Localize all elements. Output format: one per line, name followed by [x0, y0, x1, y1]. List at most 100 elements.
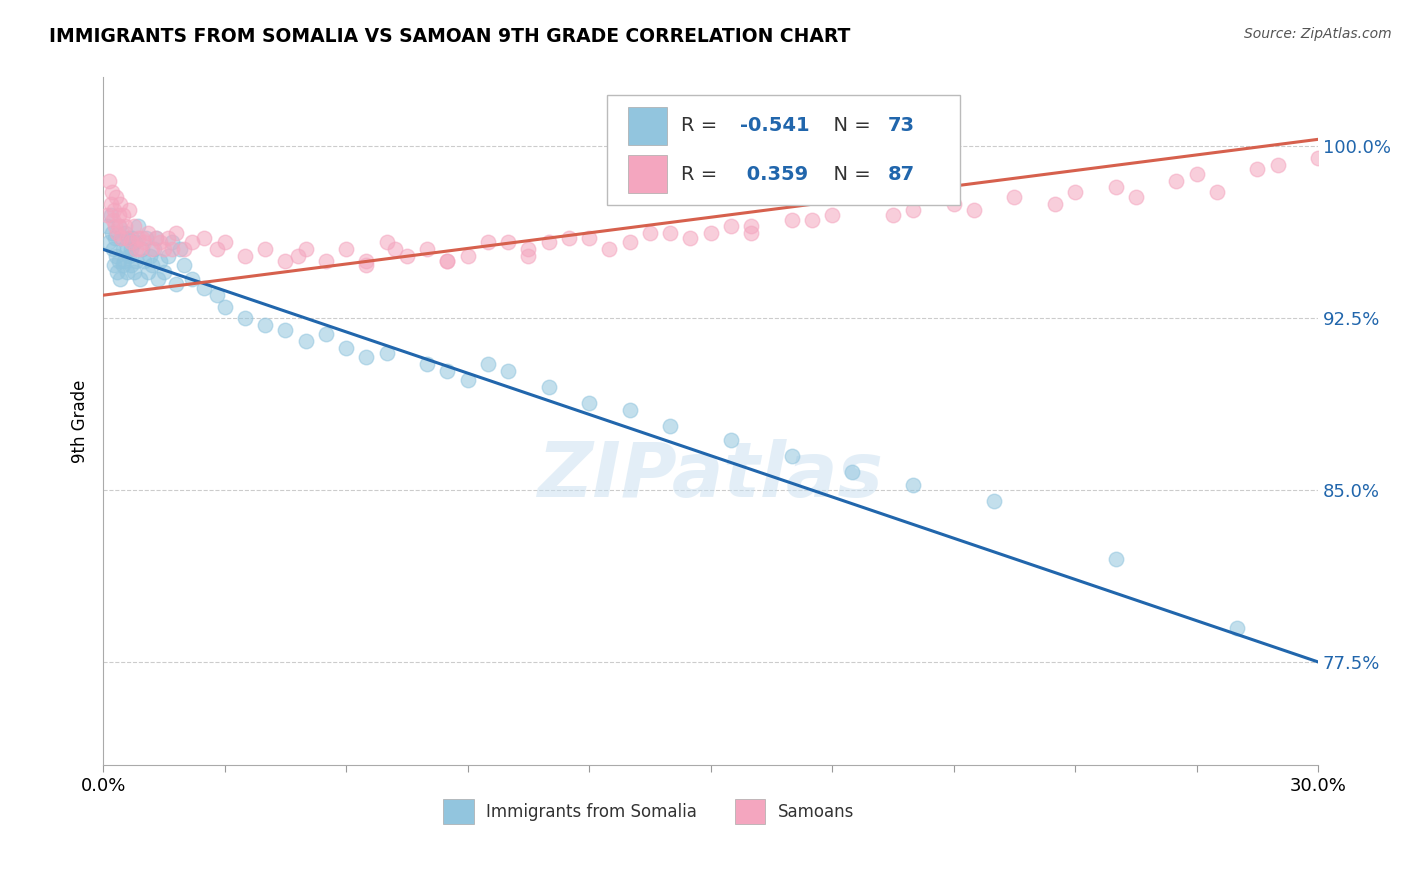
Text: Source: ZipAtlas.com: Source: ZipAtlas.com: [1244, 27, 1392, 41]
Point: [800, 212, 823, 227]
Point: [181, 272, 204, 286]
Point: [101, 185, 124, 199]
Point: [165, 227, 187, 241]
Point: [1185, 167, 1208, 181]
Point: [173, 259, 195, 273]
Text: 87: 87: [889, 164, 915, 184]
Point: [105, 249, 128, 263]
Point: [274, 253, 297, 268]
Y-axis label: 9th Grade: 9th Grade: [72, 380, 89, 463]
Point: [983, 494, 1005, 508]
Point: [457, 249, 479, 263]
Point: [108, 196, 131, 211]
Point: [105, 227, 128, 241]
Point: [841, 465, 863, 479]
Point: [107, 208, 129, 222]
Point: [108, 253, 131, 268]
Point: [537, 235, 560, 250]
Point: [101, 227, 124, 241]
Point: [384, 243, 406, 257]
Point: [124, 243, 146, 257]
Bar: [443, 799, 474, 823]
Point: [141, 243, 163, 257]
Point: [233, 311, 256, 326]
Point: [942, 196, 965, 211]
Point: [287, 249, 309, 263]
Text: R =: R =: [682, 117, 724, 136]
Point: [1125, 189, 1147, 203]
Point: [517, 249, 540, 263]
Point: [274, 322, 297, 336]
Point: [127, 231, 149, 245]
Text: 73: 73: [889, 117, 915, 136]
Point: [153, 243, 176, 257]
Point: [103, 203, 125, 218]
Point: [145, 231, 167, 245]
Point: [315, 327, 337, 342]
Point: [214, 300, 236, 314]
Point: [124, 253, 146, 268]
Point: [105, 265, 128, 279]
Point: [104, 231, 127, 245]
Point: [436, 253, 458, 268]
Point: [205, 243, 228, 257]
Point: [156, 249, 179, 263]
Point: [1166, 173, 1188, 187]
Point: [96, 219, 118, 234]
Bar: [628, 155, 666, 193]
FancyBboxPatch shape: [607, 95, 960, 204]
Point: [110, 231, 132, 245]
Point: [558, 231, 581, 245]
Point: [98, 173, 121, 187]
Point: [416, 243, 439, 257]
Point: [679, 231, 702, 245]
Point: [477, 357, 499, 371]
Point: [160, 243, 183, 257]
Point: [100, 196, 122, 211]
Point: [146, 272, 169, 286]
Point: [118, 249, 141, 263]
Point: [699, 227, 721, 241]
Point: [356, 259, 378, 273]
Point: [254, 318, 277, 332]
Point: [315, 253, 337, 268]
Text: IMMIGRANTS FROM SOMALIA VS SAMOAN 9TH GRADE CORRELATION CHART: IMMIGRANTS FROM SOMALIA VS SAMOAN 9TH GR…: [49, 27, 851, 45]
Point: [173, 243, 195, 257]
Point: [1002, 189, 1025, 203]
Point: [537, 380, 560, 394]
Point: [117, 265, 139, 279]
Point: [165, 277, 187, 291]
Point: [117, 231, 139, 245]
Point: [1104, 551, 1126, 566]
Text: N =: N =: [821, 117, 877, 136]
Point: [1104, 180, 1126, 194]
Point: [100, 208, 122, 222]
Point: [121, 235, 143, 250]
Text: ZIPatlas: ZIPatlas: [537, 439, 883, 513]
Bar: [628, 107, 666, 145]
Point: [136, 265, 159, 279]
Bar: [735, 799, 765, 823]
Point: [1246, 162, 1268, 177]
Point: [720, 433, 742, 447]
Point: [1205, 185, 1227, 199]
Point: [1064, 185, 1087, 199]
Point: [1043, 196, 1066, 211]
Point: [103, 259, 125, 273]
Point: [356, 253, 378, 268]
Point: [127, 219, 149, 234]
Point: [103, 243, 125, 257]
Point: [135, 231, 157, 245]
Text: N =: N =: [821, 164, 877, 184]
Point: [149, 235, 172, 250]
Point: [110, 231, 132, 245]
Point: [436, 364, 458, 378]
Point: [659, 227, 682, 241]
Point: [115, 243, 138, 257]
Point: [108, 272, 131, 286]
Point: [193, 281, 215, 295]
Point: [122, 219, 145, 234]
Point: [124, 235, 146, 250]
Point: [659, 418, 682, 433]
Point: [740, 227, 762, 241]
